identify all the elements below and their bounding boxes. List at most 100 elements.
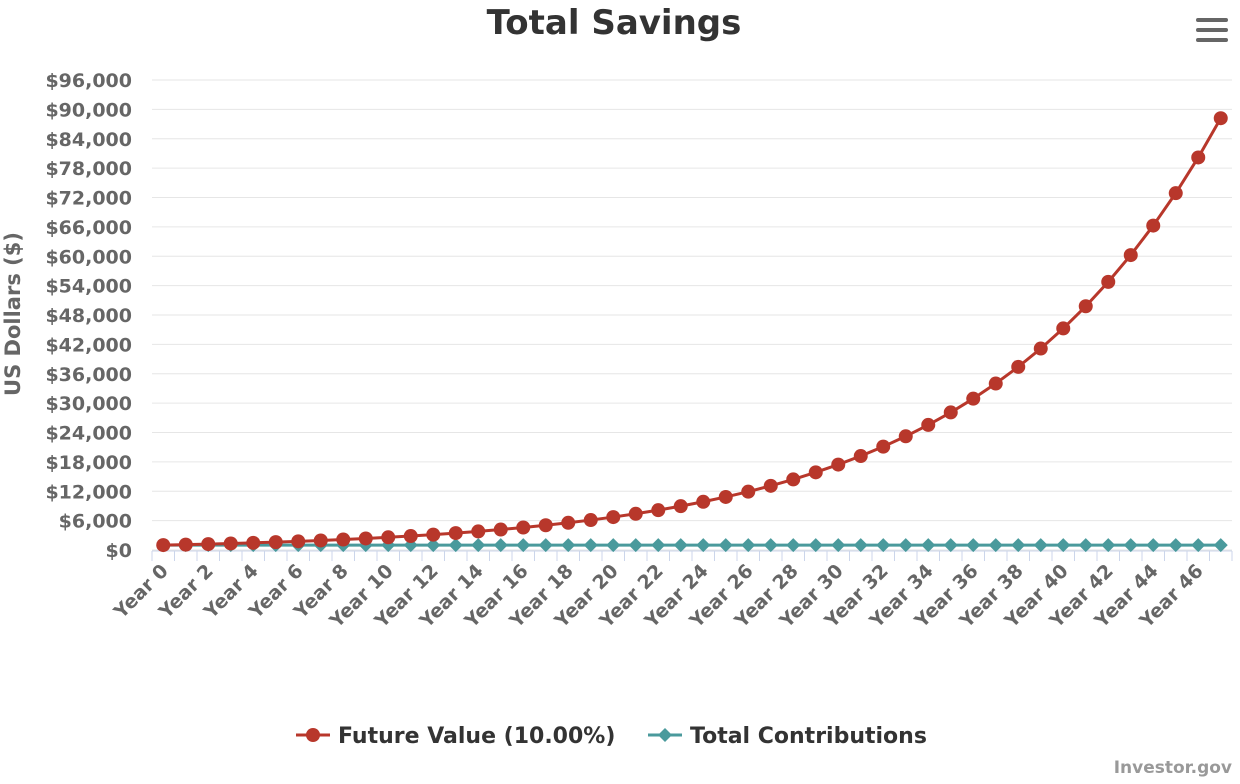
- y-tick-label: $36,000: [45, 364, 132, 386]
- data-point[interactable]: [381, 530, 396, 545]
- credit-link[interactable]: Investor.gov: [1113, 758, 1232, 778]
- data-point[interactable]: [291, 534, 306, 549]
- data-point[interactable]: [831, 457, 846, 472]
- data-point[interactable]: [156, 538, 171, 553]
- data-point[interactable]: [246, 535, 261, 550]
- data-point[interactable]: [1168, 186, 1183, 201]
- data-point[interactable]: [448, 526, 463, 541]
- legend-marker: [306, 728, 320, 742]
- data-point[interactable]: [493, 522, 508, 537]
- data-point[interactable]: [853, 538, 868, 553]
- data-point[interactable]: [876, 439, 891, 454]
- data-point[interactable]: [808, 538, 823, 553]
- legend-marker: [658, 728, 672, 742]
- legend-label: Total Contributions: [690, 724, 927, 749]
- data-point[interactable]: [538, 518, 553, 533]
- y-tick-label: $24,000: [45, 423, 132, 445]
- data-point[interactable]: [628, 506, 643, 521]
- data-point[interactable]: [898, 538, 913, 553]
- data-point[interactable]: [696, 494, 711, 509]
- data-point[interactable]: [561, 515, 576, 530]
- legend-item[interactable]: Future Value (10.00%): [296, 724, 615, 749]
- data-point[interactable]: [426, 527, 441, 542]
- data-point[interactable]: [763, 478, 778, 493]
- data-point[interactable]: [786, 472, 801, 487]
- data-point[interactable]: [651, 503, 666, 518]
- data-point[interactable]: [223, 536, 238, 551]
- data-point[interactable]: [853, 449, 868, 464]
- data-point[interactable]: [718, 489, 733, 504]
- data-point[interactable]: [583, 538, 598, 553]
- data-point[interactable]: [1191, 150, 1206, 165]
- data-point[interactable]: [606, 538, 621, 553]
- data-point[interactable]: [741, 538, 756, 553]
- hamburger-menu-icon-bar: [1196, 28, 1228, 32]
- hamburger-menu-icon-bar: [1196, 38, 1228, 42]
- data-point[interactable]: [606, 510, 621, 525]
- data-point[interactable]: [943, 538, 958, 553]
- data-point[interactable]: [268, 535, 283, 550]
- data-point[interactable]: [1168, 538, 1183, 553]
- data-point[interactable]: [1011, 359, 1026, 374]
- data-point[interactable]: [786, 538, 801, 553]
- data-point[interactable]: [1191, 538, 1206, 553]
- data-point[interactable]: [898, 429, 913, 444]
- data-point[interactable]: [1213, 111, 1228, 126]
- data-point[interactable]: [1078, 299, 1093, 314]
- data-point[interactable]: [921, 417, 936, 432]
- data-point[interactable]: [741, 484, 756, 499]
- y-axis-title: US Dollars ($): [1, 232, 25, 396]
- data-point[interactable]: [943, 405, 958, 420]
- data-point[interactable]: [448, 538, 463, 553]
- data-point[interactable]: [178, 537, 193, 552]
- data-point[interactable]: [1033, 341, 1048, 356]
- data-point[interactable]: [493, 538, 508, 553]
- data-point[interactable]: [1123, 248, 1138, 263]
- data-point[interactable]: [471, 538, 486, 553]
- data-point[interactable]: [538, 538, 553, 553]
- data-point[interactable]: [201, 537, 216, 552]
- data-point[interactable]: [1123, 538, 1138, 553]
- data-point[interactable]: [1146, 538, 1161, 553]
- data-point[interactable]: [1056, 538, 1071, 553]
- data-point[interactable]: [1078, 538, 1093, 553]
- data-point[interactable]: [651, 538, 666, 553]
- data-point[interactable]: [831, 538, 846, 553]
- data-point[interactable]: [1011, 538, 1026, 553]
- data-point[interactable]: [336, 532, 351, 547]
- data-point[interactable]: [403, 529, 418, 544]
- data-point[interactable]: [1213, 538, 1228, 553]
- data-point[interactable]: [583, 513, 598, 528]
- series-future-value-10-00: [156, 111, 1228, 553]
- data-point[interactable]: [358, 531, 373, 546]
- data-point[interactable]: [1033, 538, 1048, 553]
- data-point[interactable]: [1101, 274, 1116, 289]
- data-point[interactable]: [313, 533, 328, 548]
- data-point[interactable]: [516, 520, 531, 535]
- data-point[interactable]: [673, 499, 688, 514]
- data-point[interactable]: [876, 538, 891, 553]
- data-point[interactable]: [921, 538, 936, 553]
- legend-item[interactable]: Total Contributions: [648, 724, 927, 749]
- data-point[interactable]: [1101, 538, 1116, 553]
- data-point[interactable]: [426, 538, 441, 553]
- data-point[interactable]: [1146, 218, 1161, 233]
- data-point[interactable]: [628, 538, 643, 553]
- data-point[interactable]: [966, 391, 981, 406]
- data-point[interactable]: [1056, 321, 1071, 336]
- y-tick-label: $18,000: [45, 452, 132, 474]
- data-point[interactable]: [718, 538, 733, 553]
- data-point[interactable]: [966, 538, 981, 553]
- data-point[interactable]: [516, 538, 531, 553]
- data-point[interactable]: [808, 465, 823, 480]
- data-point[interactable]: [696, 538, 711, 553]
- data-point[interactable]: [988, 538, 1003, 553]
- data-point[interactable]: [561, 538, 576, 553]
- chart-menu-button[interactable]: [1190, 14, 1232, 48]
- data-point[interactable]: [763, 538, 778, 553]
- data-point[interactable]: [988, 376, 1003, 391]
- data-point[interactable]: [673, 538, 688, 553]
- data-point[interactable]: [471, 524, 486, 539]
